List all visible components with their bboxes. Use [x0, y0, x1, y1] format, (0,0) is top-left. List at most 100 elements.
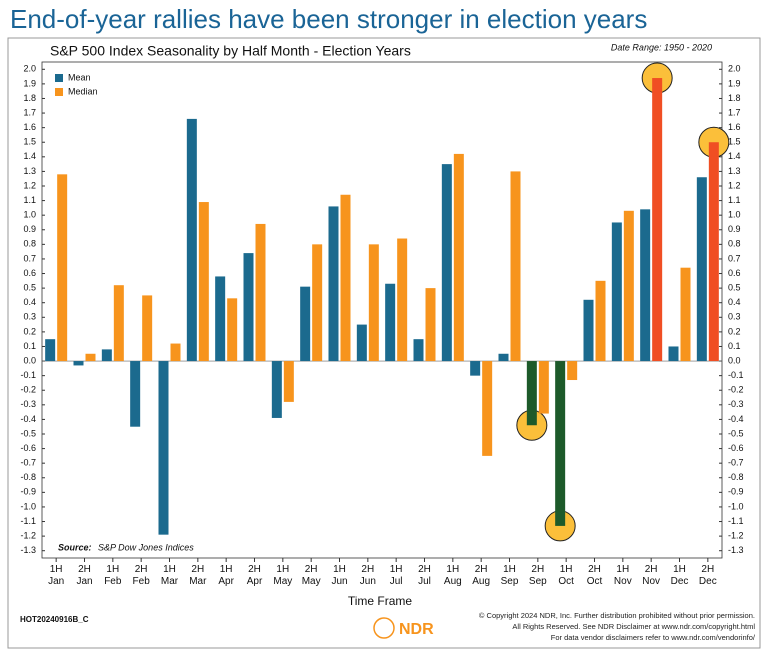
y-tick-label: 1.5	[23, 137, 36, 147]
y-tick-label: 1.4	[23, 151, 36, 161]
y-tick-label: 0.1	[23, 341, 36, 351]
bar	[255, 223, 266, 362]
x-tick-label: 1H Dec	[670, 564, 689, 587]
x-tick-label: 2H Jun	[359, 564, 376, 587]
y-tick-label: -0.2	[20, 385, 36, 395]
bar	[45, 339, 56, 362]
y2-tick-label: 0.4	[728, 297, 741, 307]
bar	[85, 353, 96, 362]
y-tick-label: 1.9	[23, 78, 36, 88]
chart-title: End-of-year rallies have been stronger i…	[10, 4, 647, 34]
y2-tick-label: -0.1	[728, 370, 744, 380]
x-tick-label: 2H Sep	[528, 564, 547, 587]
bar	[328, 206, 339, 362]
y2-tick-label: 0.1	[728, 341, 741, 351]
y2-tick-label: -1.3	[728, 545, 744, 555]
y-tick-label: 0.6	[23, 268, 36, 278]
bar	[101, 349, 112, 362]
x-tick-label: 1H Sep	[500, 564, 519, 587]
x-tick-label: 1H May	[273, 564, 293, 587]
bar	[130, 361, 141, 427]
y2-tick-label: 1.7	[728, 107, 741, 117]
y-tick-label: -0.7	[20, 458, 36, 468]
bar	[696, 177, 707, 362]
x-tick-label: 2H Aug	[472, 564, 491, 587]
footer-line: All Rights Reserved. See NDR Disclaimer …	[512, 622, 755, 631]
bar	[142, 295, 153, 362]
bar	[668, 346, 679, 362]
x-tick-label: 2H Oct	[586, 564, 603, 587]
x-tick-label: 2H Feb	[132, 564, 150, 587]
x-tick-label: 2H Jan	[76, 564, 93, 587]
bar	[470, 361, 481, 376]
y-tick-label: 0.2	[23, 326, 36, 336]
y-tick-label: -0.4	[20, 414, 36, 424]
y2-tick-label: -1.0	[728, 501, 744, 511]
bar	[583, 299, 594, 362]
footer-line: © Copyright 2024 NDR, Inc. Further distr…	[478, 611, 755, 620]
y2-tick-label: 0.2	[728, 326, 741, 336]
y2-tick-label: 1.5	[728, 137, 741, 147]
y2-tick-label: -1.2	[728, 530, 744, 540]
y2-tick-label: -0.3	[728, 399, 744, 409]
y-tick-label: -0.1	[20, 370, 36, 380]
y-tick-label: 0.0	[23, 355, 36, 365]
y2-tick-label: 1.8	[728, 93, 741, 103]
bar	[510, 171, 521, 362]
y2-tick-label: -0.4	[728, 414, 744, 424]
y2-tick-label: 0.6	[728, 268, 741, 278]
y-tick-label: -1.1	[20, 516, 36, 526]
date-range: Date Range: 1950 - 2020	[611, 42, 712, 52]
y2-tick-label: -0.9	[728, 487, 744, 497]
bar	[368, 244, 379, 362]
bar	[708, 142, 719, 362]
y-tick-label: -0.6	[20, 443, 36, 453]
x-axis-title: Time Frame	[348, 594, 413, 608]
x-tick-label: 1H Jul	[389, 564, 403, 587]
y-tick-label: 1.3	[23, 166, 36, 176]
y2-tick-label: 0.5	[728, 282, 741, 292]
bar	[413, 339, 424, 362]
chart-subtitle: S&P 500 Index Seasonality by Half Month …	[50, 43, 411, 59]
x-tick-label: 1H Jun	[331, 564, 348, 587]
y2-tick-label: -1.1	[728, 516, 744, 526]
y-tick-label: 0.5	[23, 282, 36, 292]
plot-area	[41, 61, 723, 559]
bar	[680, 267, 691, 362]
y-tick-label: 0.9	[23, 224, 36, 234]
y2-tick-label: 1.1	[728, 195, 741, 205]
logo-text: NDR	[399, 621, 434, 638]
y2-tick-label: 1.9	[728, 78, 741, 88]
x-tick-label: 2H Dec	[698, 564, 717, 587]
bar	[595, 280, 606, 362]
legend-swatch	[55, 74, 63, 82]
y-tick-label: 1.6	[23, 122, 36, 132]
x-tick-label: 1H Oct	[558, 564, 574, 587]
y-tick-label: -0.5	[20, 428, 36, 438]
y-tick-label: -0.8	[20, 472, 36, 482]
legend-label: Mean	[68, 72, 91, 82]
y-tick-label: 0.3	[23, 312, 36, 322]
x-tick-label: 2H May	[301, 564, 321, 587]
bar	[441, 164, 452, 362]
y2-tick-label: 2.0	[728, 64, 741, 74]
y2-tick-label: 0.3	[728, 312, 741, 322]
bar	[356, 324, 367, 362]
y-tick-label: 0.8	[23, 239, 36, 249]
y-tick-label: -0.3	[20, 399, 36, 409]
x-tick-label: 1H Mar	[160, 564, 179, 587]
x-tick-label: 1H Feb	[104, 564, 122, 587]
bar	[538, 361, 549, 414]
y-tick-label: 1.0	[23, 210, 36, 220]
y-tick-label: -1.3	[20, 545, 36, 555]
logo-mark	[373, 617, 395, 639]
y2-tick-label: -0.5	[728, 428, 744, 438]
bar	[526, 361, 537, 426]
x-tick-label: 1H Aug	[443, 564, 462, 587]
x-tick-label: 2H Apr	[246, 564, 263, 587]
bar	[158, 361, 169, 535]
chart-code: HOT20240916B_C	[20, 615, 89, 624]
y2-tick-label: -0.7	[728, 458, 744, 468]
y-tick-label: -0.9	[20, 487, 36, 497]
bar	[300, 286, 311, 362]
